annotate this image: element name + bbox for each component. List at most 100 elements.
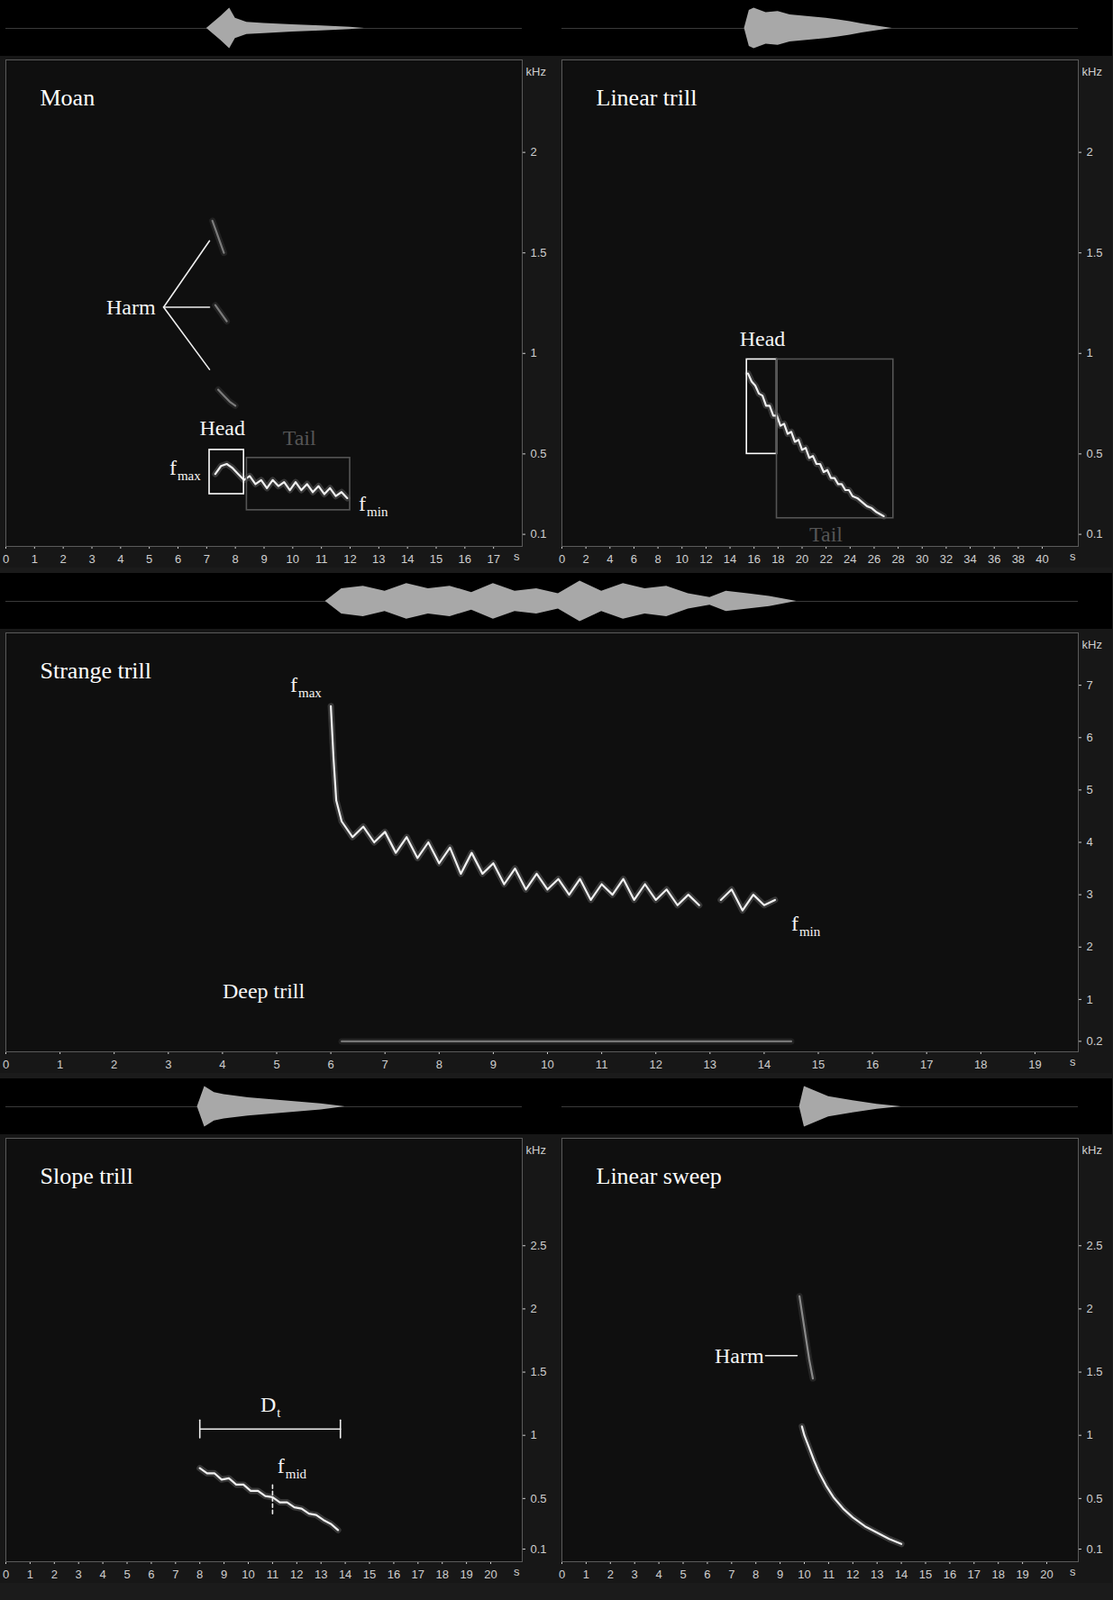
svg-text:5: 5 [273,1058,280,1072]
svg-text:max: max [298,685,322,701]
svg-text:D: D [260,1393,276,1417]
svg-text:0.5: 0.5 [530,447,548,461]
svg-text:Slope trill: Slope trill [40,1163,134,1190]
svg-text:s: s [513,1565,521,1579]
svg-text:4: 4 [606,552,613,566]
svg-text:11: 11 [822,1568,836,1582]
svg-text:32: 32 [939,552,953,566]
svg-text:10: 10 [286,552,300,566]
svg-text:f: f [169,456,177,480]
svg-text:2: 2 [1086,145,1094,159]
svg-text:min: min [799,924,822,940]
svg-text:0.1: 0.1 [530,527,548,541]
svg-text:kHz: kHz [1082,638,1103,652]
svg-text:16: 16 [747,552,760,566]
svg-text:2: 2 [530,145,538,159]
svg-text:7: 7 [203,552,210,566]
svg-text:3: 3 [75,1568,83,1582]
svg-text:30: 30 [915,552,929,566]
svg-text:s: s [1069,1055,1077,1069]
svg-text:16: 16 [943,1568,957,1582]
svg-text:0.5: 0.5 [530,1492,548,1506]
svg-text:Head: Head [739,327,786,351]
svg-text:34: 34 [963,552,977,566]
svg-text:20: 20 [483,1568,497,1582]
svg-text:3: 3 [631,1568,639,1582]
svg-text:19: 19 [1015,1568,1029,1582]
svg-text:9: 9 [776,1568,784,1582]
svg-text:15: 15 [811,1058,825,1072]
svg-text:6: 6 [1086,730,1094,745]
svg-text:14: 14 [723,552,737,566]
svg-text:14: 14 [338,1568,352,1582]
svg-text:Harm: Harm [714,1343,765,1368]
svg-text:13: 13 [703,1058,717,1072]
svg-text:8: 8 [752,1568,759,1582]
svg-text:15: 15 [429,552,443,566]
svg-text:20: 20 [795,552,809,566]
svg-text:1.5: 1.5 [1086,1365,1104,1379]
svg-text:16: 16 [866,1058,879,1072]
svg-text:0.5: 0.5 [1086,447,1104,461]
svg-text:10: 10 [540,1058,554,1072]
svg-text:12: 12 [343,552,356,566]
svg-text:mid: mid [285,1467,308,1482]
svg-text:0: 0 [558,1568,566,1582]
svg-text:15: 15 [363,1568,376,1582]
svg-text:0.5: 0.5 [1086,1492,1104,1506]
svg-text:t: t [276,1405,282,1421]
svg-text:4: 4 [218,1058,226,1072]
svg-text:1: 1 [530,1428,538,1442]
svg-text:5: 5 [123,1568,130,1582]
svg-text:1.5: 1.5 [1086,246,1104,260]
svg-text:38: 38 [1012,552,1025,566]
svg-text:11: 11 [266,1568,280,1582]
svg-text:Tail: Tail [809,522,843,547]
svg-text:6: 6 [703,1568,711,1582]
svg-text:9: 9 [220,1568,228,1582]
svg-text:16: 16 [458,552,472,566]
svg-text:28: 28 [891,552,904,566]
svg-text:Tail: Tail [282,426,317,450]
svg-text:4: 4 [99,1568,106,1582]
svg-text:14: 14 [894,1568,908,1582]
svg-text:0.2: 0.2 [1086,1034,1104,1049]
svg-text:11: 11 [315,552,329,566]
svg-text:f: f [791,912,799,936]
svg-text:3: 3 [164,1058,172,1072]
svg-text:5: 5 [679,1568,686,1582]
svg-text:kHz: kHz [526,1143,547,1158]
svg-text:3: 3 [1086,887,1094,902]
svg-text:2: 2 [530,1302,538,1316]
svg-text:6: 6 [174,552,182,566]
svg-text:12: 12 [648,1058,662,1072]
svg-text:10: 10 [241,1568,255,1582]
svg-text:f: f [277,1454,285,1478]
svg-text:0.1: 0.1 [1086,1542,1104,1557]
svg-text:6: 6 [630,552,638,566]
svg-text:22: 22 [819,552,832,566]
svg-text:4: 4 [1086,835,1094,849]
svg-text:40: 40 [1035,552,1049,566]
svg-text:14: 14 [401,552,414,566]
svg-text:0: 0 [2,1568,10,1582]
svg-text:1: 1 [530,346,538,360]
svg-text:20: 20 [1040,1568,1053,1582]
svg-text:0: 0 [2,552,10,566]
svg-text:12: 12 [846,1568,859,1582]
svg-text:15: 15 [919,1568,932,1582]
svg-text:2: 2 [110,1058,118,1072]
svg-text:17: 17 [486,552,500,566]
svg-text:min: min [366,504,389,520]
svg-text:s: s [1069,549,1077,564]
svg-text:1: 1 [1086,346,1094,360]
svg-text:2.5: 2.5 [1086,1239,1104,1253]
svg-text:36: 36 [987,552,1001,566]
svg-text:14: 14 [757,1058,771,1072]
svg-text:8: 8 [654,552,661,566]
svg-text:24: 24 [843,552,857,566]
svg-text:5: 5 [1086,783,1094,797]
svg-text:12: 12 [699,552,712,566]
svg-text:2: 2 [1086,1302,1094,1316]
svg-text:10: 10 [797,1568,811,1582]
